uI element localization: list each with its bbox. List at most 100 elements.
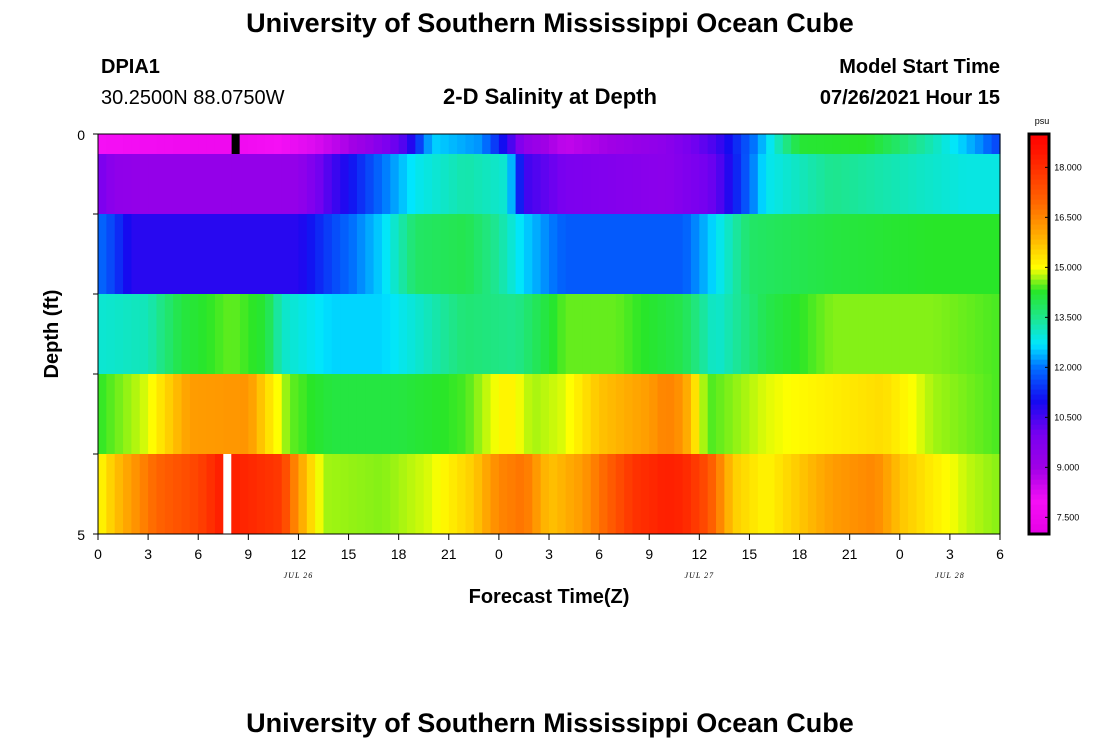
heatmap-cell (323, 154, 333, 214)
colorbar-segment (1029, 259, 1049, 265)
heatmap-cell (924, 454, 934, 534)
heatmap-cell (749, 154, 759, 214)
heatmap-cell (565, 154, 575, 214)
heatmap-cell (807, 374, 817, 454)
heatmap-cell (707, 374, 717, 454)
heatmap-cell (239, 134, 249, 154)
colorbar-segment (1029, 319, 1049, 325)
heatmap-cell (674, 134, 684, 154)
heatmap-cell (248, 154, 258, 214)
heatmap-cell (649, 294, 659, 374)
heatmap-cell (173, 454, 183, 534)
heatmap-cell (340, 214, 350, 294)
colorbar-segment (1029, 324, 1049, 330)
heatmap-cell (991, 454, 1001, 534)
colorbar-segment (1029, 279, 1049, 285)
heatmap-cell (565, 134, 575, 154)
heatmap-cell (899, 374, 909, 454)
heatmap-cell (148, 214, 158, 294)
heatmap-cell (457, 374, 467, 454)
heatmap-cell (599, 134, 609, 154)
heatmap-cell (640, 294, 650, 374)
heatmap-cell (298, 294, 308, 374)
heatmap-cell (98, 154, 107, 214)
heatmap-cell (281, 454, 291, 534)
heatmap-cell (298, 134, 308, 154)
heatmap-cell (849, 214, 859, 294)
colorbar-segment (1029, 414, 1049, 420)
date-label: JUL 28 (935, 571, 965, 580)
heatmap-cell (682, 154, 692, 214)
heatmap-cell (465, 214, 475, 294)
heatmap-cell (490, 454, 500, 534)
heatmap-cell (281, 154, 291, 214)
heatmap-cell (958, 214, 968, 294)
heatmap-cell (908, 134, 918, 154)
heatmap-cell (515, 454, 525, 534)
heatmap-cell (883, 154, 893, 214)
heatmap-cell (214, 294, 224, 374)
heatmap-cell (849, 374, 859, 454)
heatmap-cell (365, 214, 375, 294)
heatmap-cell (741, 154, 751, 214)
heatmap-cell (265, 454, 274, 534)
heatmap-cell (365, 374, 375, 454)
heatmap-cell (498, 214, 508, 294)
heatmap-cell (657, 374, 667, 454)
heatmap-cell (958, 294, 968, 374)
heatmap-cell (933, 134, 943, 154)
heatmap-cell (356, 154, 366, 214)
heatmap-cell (949, 134, 959, 154)
colorbar-segment (1029, 429, 1049, 435)
heatmap-cell (716, 294, 725, 374)
heatmap-cell (899, 454, 909, 534)
heatmap-cell (557, 214, 567, 294)
heatmap-cell (791, 454, 801, 534)
heatmap-cell (782, 134, 792, 154)
heatmap-cell (281, 134, 291, 154)
heatmap-cell (933, 374, 943, 454)
heatmap-cell (98, 134, 107, 154)
heatmap-cell (582, 134, 592, 154)
heatmap-cell (774, 154, 784, 214)
colorbar-segment (1029, 349, 1049, 355)
heatmap-cell (849, 134, 859, 154)
heatmap-cell (858, 134, 867, 154)
heatmap-cell (891, 454, 901, 534)
colorbar-segment (1029, 509, 1049, 515)
heatmap-cell (732, 294, 742, 374)
heatmap-cell (189, 454, 199, 534)
colorbar-segment (1029, 479, 1049, 485)
colorbar-segment (1029, 154, 1049, 160)
heatmap-cell (139, 154, 149, 214)
heatmap-cell (682, 454, 692, 534)
heatmap-cell (832, 454, 842, 534)
heatmap-cell (657, 214, 667, 294)
heatmap-cell (624, 294, 634, 374)
heatmap-cell (674, 374, 684, 454)
heatmap-cell (615, 154, 625, 214)
heatmap-cell (131, 214, 141, 294)
x-tick-label: 0 (94, 546, 102, 562)
heatmap-cell (858, 374, 867, 454)
heatmap-cell (924, 374, 934, 454)
heatmap-cell (766, 374, 776, 454)
heatmap-cell (189, 214, 199, 294)
heatmap-cell (239, 374, 249, 454)
heatmap-cell (766, 454, 776, 534)
heatmap-cell (607, 294, 617, 374)
colorbar-segment (1029, 194, 1049, 200)
heatmap-cell (699, 134, 709, 154)
heatmap-cell (632, 134, 642, 154)
heatmap-cell (832, 154, 842, 214)
heatmap-cell (365, 454, 375, 534)
heatmap-cell (156, 214, 166, 294)
colorbar-tick-label: 13.500 (1054, 312, 1082, 322)
heatmap-cell (682, 134, 692, 154)
heatmap-cell (657, 294, 667, 374)
heatmap-cell (933, 154, 943, 214)
heatmap-cell (381, 454, 391, 534)
heatmap-cell (106, 454, 116, 534)
colorbar-segment (1029, 234, 1049, 240)
heatmap-cell (832, 214, 842, 294)
